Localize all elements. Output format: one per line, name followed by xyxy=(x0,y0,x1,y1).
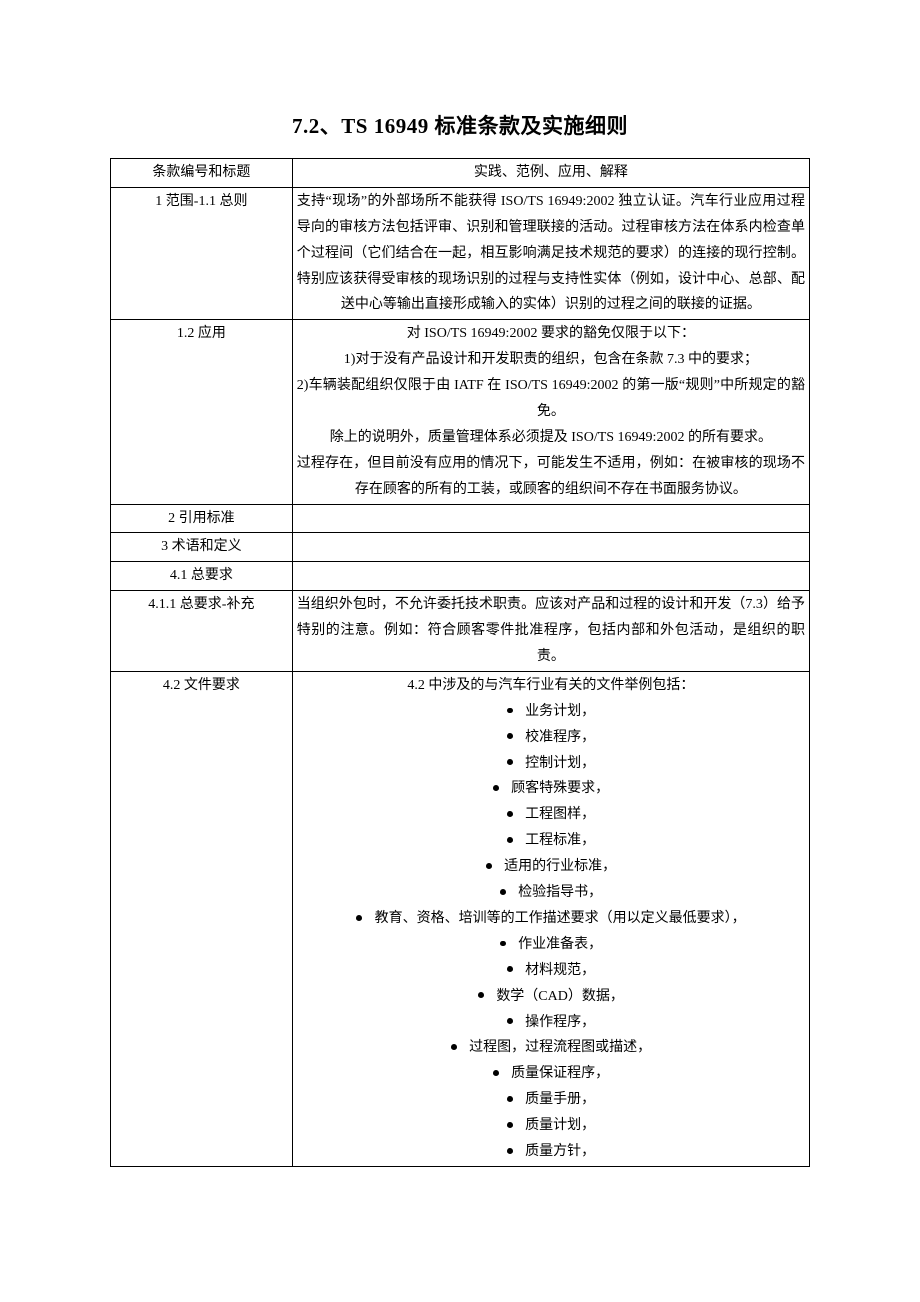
bullet-text: 工程图样， xyxy=(525,807,595,822)
clause-body xyxy=(292,504,809,533)
list-item: 操作程序， xyxy=(297,1010,805,1036)
list-item: 校准程序， xyxy=(297,725,805,751)
bullet-icon xyxy=(507,708,513,714)
bullet-text: 适用的行业标准， xyxy=(504,859,616,874)
bullet-text: 工程标准， xyxy=(525,833,595,848)
table-row: 2 引用标准 xyxy=(111,504,810,533)
paragraph: 1)对于没有产品设计和开发职责的组织，包含在条款 7.3 中的要求； xyxy=(297,347,805,373)
bullet-icon xyxy=(507,1148,513,1154)
clause-label: 2 引用标准 xyxy=(111,504,293,533)
table-row: 3 术语和定义 xyxy=(111,533,810,562)
header-col2: 实践、范例、应用、解释 xyxy=(292,159,809,188)
clause-label: 4.1.1 总要求-补充 xyxy=(111,591,293,672)
bullet-icon xyxy=(493,1070,499,1076)
bullet-text: 数学（CAD）数据， xyxy=(496,989,624,1004)
table-row: 4.1 总要求 xyxy=(111,562,810,591)
clause-body: 4.2 中涉及的与汽车行业有关的文件举例包括： 业务计划， 校准程序， 控制计划… xyxy=(292,671,809,1166)
bullet-text: 业务计划， xyxy=(525,704,595,719)
document-page: 7.2、TS 16949 标准条款及实施细则 条款编号和标题 实践、范例、应用、… xyxy=(0,0,920,1207)
list-item: 质量保证程序， xyxy=(297,1061,805,1087)
bullet-text: 检验指导书， xyxy=(518,885,602,900)
paragraph: 2)车辆装配组织仅限于由 IATF 在 ISO/TS 16949:2002 的第… xyxy=(297,373,805,425)
bullet-icon xyxy=(507,1018,513,1024)
list-item: 控制计划， xyxy=(297,751,805,777)
list-item: 顾客特殊要求， xyxy=(297,776,805,802)
bullet-icon xyxy=(500,941,506,947)
bullet-text: 质量方针， xyxy=(525,1144,595,1159)
paragraph: 过程存在，但目前没有应用的情况下，可能发生不适用，例如：在被审核的现场不存在顾客… xyxy=(297,451,805,503)
bullet-icon xyxy=(507,759,513,765)
clause-body: 当组织外包时，不允许委托技术职责。应该对产品和过程的设计和开发（7.3）给予特别… xyxy=(292,591,809,672)
bullet-icon xyxy=(507,811,513,817)
bullet-icon xyxy=(486,863,492,869)
clause-body xyxy=(292,533,809,562)
list-item: 工程标准， xyxy=(297,828,805,854)
clause-label: 1.2 应用 xyxy=(111,320,293,504)
bullet-icon xyxy=(507,966,513,972)
paragraph: 对 ISO/TS 16949:2002 要求的豁免仅限于以下： xyxy=(297,321,805,347)
bullet-text: 控制计划， xyxy=(525,756,595,771)
list-item: 工程图样， xyxy=(297,802,805,828)
header-col1: 条款编号和标题 xyxy=(111,159,293,188)
list-item: 作业准备表， xyxy=(297,932,805,958)
bullet-text: 操作程序， xyxy=(525,1015,595,1030)
bullet-text: 质量计划， xyxy=(525,1118,595,1133)
clause-label: 3 术语和定义 xyxy=(111,533,293,562)
list-item: 质量方针， xyxy=(297,1139,805,1165)
list-item: 过程图，过程流程图或描述， xyxy=(297,1035,805,1061)
table-header-row: 条款编号和标题 实践、范例、应用、解释 xyxy=(111,159,810,188)
intro-line: 4.2 中涉及的与汽车行业有关的文件举例包括： xyxy=(297,673,805,699)
bullet-icon xyxy=(507,1122,513,1128)
paragraph: 支持“现场”的外部场所不能获得 ISO/TS 16949:2002 独立认证。汽… xyxy=(297,189,805,318)
bullet-text: 校准程序， xyxy=(525,730,595,745)
table-row: 4.1.1 总要求-补充 当组织外包时，不允许委托技术职责。应该对产品和过程的设… xyxy=(111,591,810,672)
bullet-text: 材料规范， xyxy=(525,963,595,978)
list-item: 教育、资格、培训等的工作描述要求（用以定义最低要求）， xyxy=(297,906,805,932)
clause-body: 对 ISO/TS 16949:2002 要求的豁免仅限于以下： 1)对于没有产品… xyxy=(292,320,809,504)
bullet-text: 顾客特殊要求， xyxy=(511,781,609,796)
bullet-text: 教育、资格、培训等的工作描述要求（用以定义最低要求）， xyxy=(375,911,746,926)
clause-label: 4.2 文件要求 xyxy=(111,671,293,1166)
page-title: 7.2、TS 16949 标准条款及实施细则 xyxy=(110,110,810,140)
bullet-icon xyxy=(507,837,513,843)
bullet-text: 作业准备表， xyxy=(518,937,602,952)
bullet-text: 过程图，过程流程图或描述， xyxy=(469,1040,651,1055)
list-item: 业务计划， xyxy=(297,699,805,725)
bullet-icon xyxy=(507,1096,513,1102)
paragraph: 除上的说明外，质量管理体系必须提及 ISO/TS 16949:2002 的所有要… xyxy=(297,425,805,451)
table-row: 4.2 文件要求 4.2 中涉及的与汽车行业有关的文件举例包括： 业务计划， 校… xyxy=(111,671,810,1166)
clause-body xyxy=(292,562,809,591)
bullet-icon xyxy=(507,733,513,739)
list-item: 数学（CAD）数据， xyxy=(297,984,805,1010)
bullet-icon xyxy=(451,1044,457,1050)
table-row: 1.2 应用 对 ISO/TS 16949:2002 要求的豁免仅限于以下： 1… xyxy=(111,320,810,504)
bullet-icon xyxy=(500,889,506,895)
table-row: 1 范围-1.1 总则 支持“现场”的外部场所不能获得 ISO/TS 16949… xyxy=(111,187,810,319)
bullet-text: 质量手册， xyxy=(525,1092,595,1107)
paragraph: 当组织外包时，不允许委托技术职责。应该对产品和过程的设计和开发（7.3）给予特别… xyxy=(297,592,805,670)
clause-body: 支持“现场”的外部场所不能获得 ISO/TS 16949:2002 独立认证。汽… xyxy=(292,187,809,319)
clause-label: 1 范围-1.1 总则 xyxy=(111,187,293,319)
clause-label: 4.1 总要求 xyxy=(111,562,293,591)
list-item: 质量计划， xyxy=(297,1113,805,1139)
bullet-icon xyxy=(356,915,362,921)
bullet-icon xyxy=(478,992,484,998)
list-item: 适用的行业标准， xyxy=(297,854,805,880)
bullet-icon xyxy=(493,785,499,791)
list-item: 检验指导书， xyxy=(297,880,805,906)
list-item: 材料规范， xyxy=(297,958,805,984)
clauses-table: 条款编号和标题 实践、范例、应用、解释 1 范围-1.1 总则 支持“现场”的外… xyxy=(110,158,810,1167)
list-item: 质量手册， xyxy=(297,1087,805,1113)
bullet-text: 质量保证程序， xyxy=(511,1066,609,1081)
